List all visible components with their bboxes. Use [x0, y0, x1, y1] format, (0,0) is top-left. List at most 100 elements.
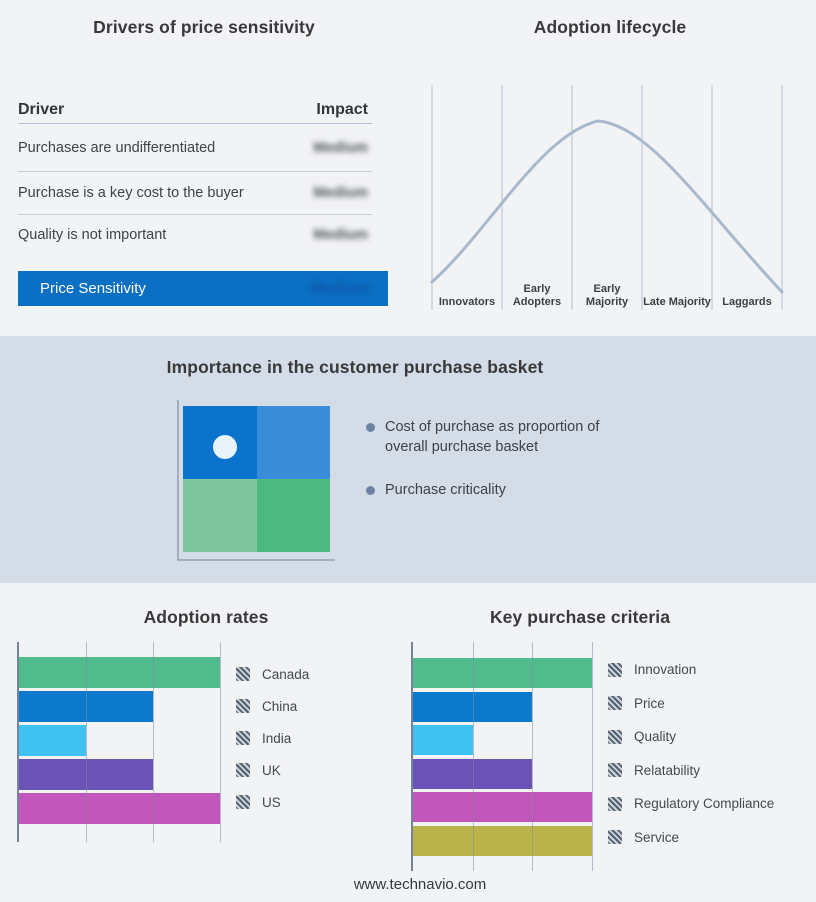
- gridline: [532, 642, 533, 871]
- stage-label-laggards: Laggards: [722, 296, 772, 308]
- legend-label: Quality: [634, 729, 677, 745]
- legend-swatch-icon: [236, 699, 250, 713]
- legend-label: Relatability: [634, 762, 701, 778]
- legend-item-regulatory-compliance: Regulatory Compliance: [608, 787, 774, 821]
- bar-price: [413, 691, 532, 722]
- quadrant-cell-top-right: [256, 406, 330, 479]
- gridline: [86, 642, 87, 842]
- adoption-rates-legend: Canada China India UK US: [236, 658, 309, 818]
- legend-label: Price: [634, 695, 665, 711]
- legend-item-india: India: [236, 722, 309, 754]
- list-item: Cost of purchase as proportion of overal…: [366, 417, 634, 457]
- bar-regulatory-compliance: [413, 792, 592, 822]
- legend-label: China: [262, 698, 298, 714]
- drivers-title: Drivers of price sensitivity: [93, 17, 315, 37]
- position-marker-dot: [213, 435, 237, 459]
- legend-swatch-icon: [608, 796, 622, 811]
- table-row: Purchase is a key cost to the buyer Medi…: [18, 171, 372, 215]
- stage-label-late-majority: Late Majority: [643, 296, 711, 308]
- impact-cell-blurred: Medium: [313, 139, 368, 156]
- adoption-rates-chart: [17, 642, 229, 842]
- legend-swatch-icon: [236, 795, 250, 809]
- legend-swatch-icon: [236, 667, 250, 681]
- chart-y-axis: [17, 642, 19, 842]
- lifecycle-curve-svg: [430, 85, 784, 310]
- legend-item-canada: Canada: [236, 658, 309, 690]
- bell-curve-line: [430, 119, 784, 294]
- legend-swatch-icon: [608, 830, 622, 845]
- basket-title: Importance in the customer purchase bask…: [166, 357, 544, 377]
- drivers-table-header: Driver Impact: [18, 96, 372, 124]
- gridline: [153, 642, 154, 842]
- column-header-impact: Impact: [316, 100, 368, 118]
- lifecycle-title: Adoption lifecycle: [533, 17, 687, 37]
- quadrant-cell-bottom-left: [183, 479, 257, 552]
- legend-label: Canada: [262, 666, 310, 682]
- legend-label: US: [262, 794, 281, 810]
- table-row: Purchases are undifferentiated Medium: [18, 124, 372, 172]
- legend-label: Innovation: [634, 662, 697, 678]
- impact-cell-blurred: Medium: [309, 279, 370, 297]
- stage-label-innovators: Innovators: [438, 296, 496, 308]
- impact-cell-blurred: Medium: [313, 227, 368, 243]
- legend-swatch-icon: [236, 763, 250, 777]
- legend-item-china: China: [236, 690, 309, 722]
- key-purchase-criteria-legend: Innovation Price Quality Relatability Regula…: [608, 653, 774, 854]
- list-item: Purchase criticality: [366, 480, 634, 500]
- bar-india: [19, 725, 86, 756]
- adoption-lifecycle-chart: Innovators Early Adopters Early Majority La…: [420, 80, 800, 315]
- legend-label: India: [262, 730, 292, 746]
- quadrant-y-axis: [177, 400, 179, 560]
- bar-canada: [19, 657, 220, 688]
- legend-swatch-icon: [608, 696, 622, 711]
- basket-bullet-list: Cost of purchase as proportion of overal…: [366, 417, 634, 500]
- driver-cell: Quality is not important: [18, 227, 167, 243]
- stage-label-early-majority: Early Majority: [585, 283, 629, 308]
- impact-cell-blurred: Medium: [313, 184, 368, 201]
- gridline: [592, 642, 593, 871]
- legend-item-uk: UK: [236, 754, 309, 786]
- bar-us: [19, 793, 220, 824]
- legend-item-us: US: [236, 786, 309, 818]
- bar-innovation: [413, 658, 592, 688]
- legend-label: UK: [262, 762, 281, 778]
- website-url: www.technavio.com: [353, 876, 487, 893]
- legend-label: Regulatory Compliance: [634, 796, 775, 812]
- stage-label-early-adopters: Early Adopters: [512, 283, 562, 308]
- highlight-label: Price Sensitivity: [40, 280, 146, 297]
- gridline: [220, 642, 221, 842]
- bullet-text: Cost of purchase as proportion of overal…: [385, 419, 600, 455]
- purchase-basket-quadrant: [183, 406, 330, 552]
- bar-service: [413, 825, 592, 856]
- quadrant-x-axis: [177, 559, 335, 561]
- quadrant-cell-bottom-right: [256, 479, 330, 552]
- key-purchase-criteria-chart: [411, 642, 597, 871]
- key-purchase-title: Key purchase criteria: [489, 607, 671, 627]
- legend-item-innovation: Innovation: [608, 653, 774, 687]
- legend-label: Service: [634, 829, 680, 845]
- bar-quality: [413, 725, 473, 755]
- purchase-basket-band: [0, 336, 816, 583]
- gridline: [473, 642, 474, 871]
- table-row: Quality is not important Medium: [18, 214, 372, 256]
- chart-y-axis: [411, 642, 413, 871]
- bullet-icon: [366, 423, 375, 432]
- legend-swatch-icon: [608, 662, 622, 677]
- quadrant-cell-top-left: [183, 406, 257, 479]
- legend-item-relatability: Relatability: [608, 754, 774, 788]
- legend-swatch-icon: [608, 763, 622, 778]
- legend-swatch-icon: [236, 731, 250, 745]
- legend-item-quality: Quality: [608, 720, 774, 754]
- adoption-rates-title: Adoption rates: [143, 607, 269, 627]
- bullet-icon: [366, 486, 375, 495]
- legend-swatch-icon: [608, 729, 622, 744]
- price-sensitivity-highlight-row: Price Sensitivity Medium: [18, 271, 388, 306]
- driver-cell: Purchases are undifferentiated: [18, 139, 216, 156]
- bullet-text: Purchase criticality: [385, 482, 506, 498]
- driver-cell: Purchase is a key cost to the buyer: [18, 184, 244, 201]
- legend-item-service: Service: [608, 821, 774, 855]
- column-header-driver: Driver: [18, 100, 65, 118]
- legend-item-price: Price: [608, 687, 774, 721]
- bar-relatability: [413, 758, 532, 789]
